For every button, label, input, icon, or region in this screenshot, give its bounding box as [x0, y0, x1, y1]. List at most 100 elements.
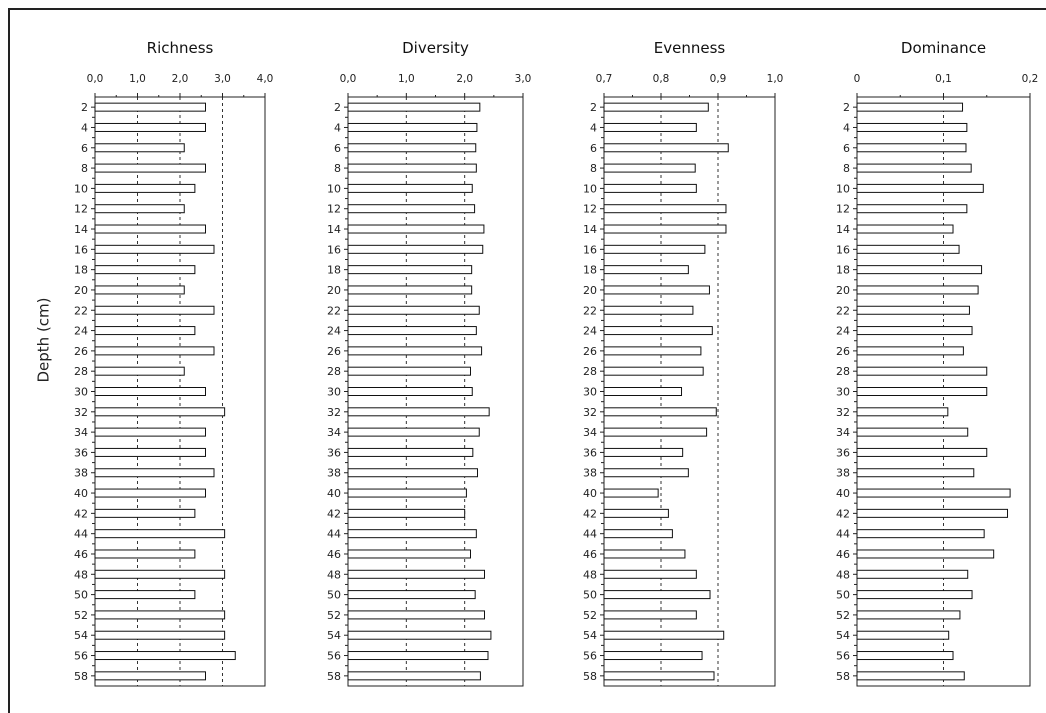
y-tick-label: 56	[836, 650, 850, 663]
bar	[603, 407, 717, 417]
x-tick-label: 0	[854, 73, 861, 85]
y-tick-label: 34	[327, 426, 341, 439]
y-tick-label: 4	[334, 121, 341, 134]
y-tick-label: 32	[327, 406, 341, 419]
x-tick-label: 0,9	[710, 73, 727, 85]
bar	[347, 427, 480, 437]
bar	[347, 366, 471, 376]
bar	[856, 143, 967, 153]
y-tick-label: 4	[590, 121, 597, 134]
bar	[347, 163, 477, 173]
y-tick-label: 58	[583, 670, 597, 683]
y-tick-label: 20	[583, 284, 597, 297]
y-tick-label: 54	[327, 629, 341, 642]
y-tick-label: 26	[74, 345, 88, 358]
y-tick-label: 34	[836, 426, 850, 439]
y-tick-label: 2	[334, 101, 341, 114]
bar	[856, 651, 954, 661]
bar	[347, 183, 473, 193]
y-tick-label: 14	[836, 223, 850, 236]
y-tick-label: 36	[327, 446, 341, 459]
bar	[94, 468, 215, 478]
bar	[603, 651, 703, 661]
y-tick-label: 16	[583, 243, 597, 256]
y-tick-label: 10	[74, 182, 88, 195]
x-tick-label: 3,0	[515, 73, 532, 85]
y-tick-label: 48	[327, 568, 341, 581]
bar	[603, 549, 686, 559]
y-tick-label: 6	[334, 142, 341, 155]
y-tick-label: 30	[583, 386, 597, 399]
y-tick-label: 42	[583, 507, 597, 520]
y-tick-label: 44	[583, 528, 597, 541]
y-tick-label: 16	[836, 243, 850, 256]
y-tick-label: 46	[583, 548, 597, 561]
x-tick-label: 0,0	[87, 73, 104, 85]
bar	[94, 122, 206, 132]
bar	[603, 447, 684, 457]
bar	[603, 427, 708, 437]
bar	[94, 590, 196, 600]
bar	[94, 305, 215, 315]
y-tick-label: 42	[327, 507, 341, 520]
bar	[603, 488, 659, 498]
bar	[856, 122, 968, 132]
y-tick-label: 8	[590, 162, 597, 175]
y-tick-label: 12	[74, 203, 88, 216]
y-tick-label: 10	[327, 182, 341, 195]
y-tick-label: 46	[836, 548, 850, 561]
bar	[347, 346, 483, 356]
bar	[347, 285, 473, 295]
y-tick-label: 16	[327, 243, 341, 256]
bar	[347, 590, 476, 600]
y-tick-label: 28	[74, 365, 88, 378]
bar	[347, 244, 484, 254]
y-tick-label: 2	[590, 101, 597, 114]
bar	[94, 569, 226, 579]
bar	[603, 285, 710, 295]
y-tick-label: 42	[836, 507, 850, 520]
y-tick-label: 22	[327, 304, 341, 317]
bar	[856, 346, 964, 356]
y-tick-label: 42	[74, 507, 88, 520]
bar	[603, 204, 727, 214]
chart-title: Evenness	[654, 39, 726, 57]
y-tick-label: 26	[327, 345, 341, 358]
bar	[603, 366, 704, 376]
y-tick-label: 50	[583, 589, 597, 602]
bar	[94, 163, 206, 173]
bar	[603, 508, 669, 518]
y-tick-label: 48	[583, 568, 597, 581]
chart-title: Richness	[147, 39, 214, 57]
bar	[856, 326, 973, 336]
y-tick-label: 50	[327, 589, 341, 602]
bar	[94, 265, 196, 275]
bar	[603, 224, 727, 234]
y-tick-label: 52	[327, 609, 341, 622]
y-tick-label: 44	[836, 528, 850, 541]
bar	[94, 529, 226, 539]
bar	[856, 163, 972, 173]
bar	[856, 468, 975, 478]
y-tick-label: 24	[327, 325, 341, 338]
bar	[603, 305, 694, 315]
y-tick-label: 14	[74, 223, 88, 236]
bar	[856, 183, 984, 193]
bar	[603, 468, 689, 478]
x-tick-label: 0,2	[1022, 73, 1039, 85]
y-tick-label: 44	[327, 528, 341, 541]
y-tick-label: 56	[74, 650, 88, 663]
y-tick-label: 34	[583, 426, 597, 439]
bar	[94, 447, 206, 457]
y-tick-label: 44	[74, 528, 88, 541]
bar	[856, 305, 970, 315]
y-tick-label: 10	[583, 182, 597, 195]
bar	[347, 549, 471, 559]
bar	[94, 102, 206, 112]
bar	[603, 590, 711, 600]
bar	[603, 346, 702, 356]
y-tick-label: 40	[327, 487, 341, 500]
